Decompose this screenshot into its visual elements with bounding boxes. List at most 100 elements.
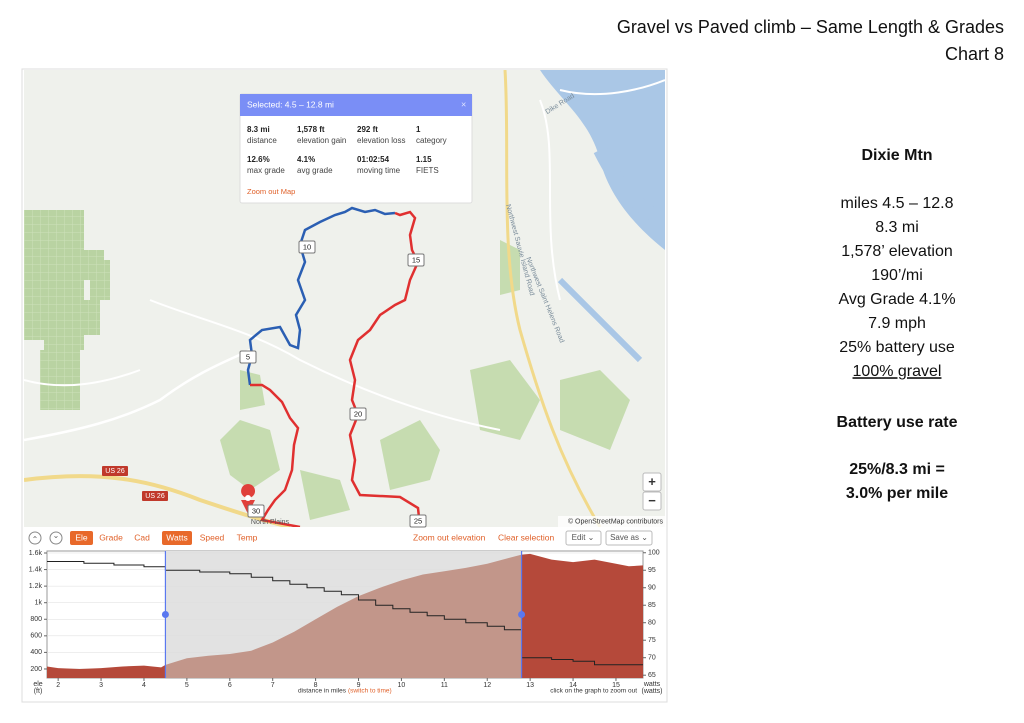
panel-line: 190’/mi	[871, 267, 923, 284]
tab[interactable]: Temp	[237, 532, 258, 542]
stat-label: category	[416, 136, 447, 145]
x-tick-label: 15	[612, 682, 620, 689]
tab[interactable]: Ele	[75, 532, 88, 542]
panel-heading: Dixie Mtn	[861, 147, 932, 164]
y2-tick-label: 65	[648, 672, 656, 679]
summary-panel: Dixie Mtn miles 4.5 – 12.8 8.3 mi 1,578’ el…	[837, 147, 958, 502]
stat-value: 1.15	[416, 155, 432, 164]
x-label: distance in miles	[298, 688, 347, 695]
stat-label: elevation loss	[357, 136, 405, 145]
x-tick-label: 11	[441, 682, 448, 689]
mile-marker: 5	[246, 352, 250, 361]
elevation-chart[interactable]: 2004006008001k1.2k1.4k1.6k65707580859095…	[29, 550, 663, 695]
panel-line: 100% gravel	[853, 363, 942, 380]
panel-line: 25% battery use	[839, 339, 955, 356]
x-tick-label: 13	[526, 682, 534, 689]
road-label: North Plains	[251, 519, 290, 526]
x-label-link[interactable]: (switch to time)	[348, 688, 392, 695]
panel-line: Avg Grade 4.1%	[838, 291, 955, 308]
x-tick-label: 9	[357, 682, 361, 689]
tab[interactable]: Watts	[166, 532, 187, 542]
down-icon: ⌄	[53, 531, 60, 540]
y-unit: (ft)	[34, 688, 43, 695]
x-tick-label: 10	[398, 682, 406, 689]
stat-value: 1	[416, 125, 421, 134]
panel-line: 8.3 mi	[875, 219, 919, 236]
y-tick-label: 1.4k	[29, 566, 43, 573]
x-tick-label: 7	[271, 682, 275, 689]
edit-label: Edit ⌄	[572, 533, 595, 542]
x-tick-label: 14	[569, 682, 577, 689]
stat-value: 292 ft	[357, 125, 378, 134]
mile-marker-box	[247, 504, 265, 518]
zoom-button[interactable]	[642, 491, 662, 511]
tab[interactable]: Cad	[134, 532, 150, 542]
panel-line: 1,578’ elevation	[841, 243, 953, 260]
stat-value: 12.6%	[247, 155, 270, 164]
stat-label: max grade	[247, 166, 285, 175]
attribution-bg	[558, 516, 665, 527]
zoom-label: +	[648, 474, 656, 489]
stat-value: 01:02:54	[357, 155, 390, 164]
popup-close[interactable]: ×	[461, 99, 466, 109]
y-tick-label: 400	[30, 649, 42, 656]
rate-line: 25%/8.3 mi =	[849, 461, 945, 478]
selection-handle[interactable]	[161, 611, 169, 618]
zoom-label: −	[648, 493, 656, 508]
y-tick-label: 1k	[35, 600, 43, 607]
tab[interactable]: Grade	[99, 532, 123, 542]
up-icon: ⌃	[32, 535, 39, 544]
save-button[interactable]	[605, 530, 653, 546]
mile-marker: 25	[414, 516, 422, 525]
road-label: US 26	[145, 493, 165, 500]
y2-tick-label: 75	[648, 637, 656, 644]
collapse-button[interactable]	[28, 531, 42, 545]
y2-label: watts	[643, 681, 661, 688]
y2-tick-label: 70	[648, 655, 656, 662]
rate-line: 3.0% per mile	[846, 485, 948, 502]
zoom-button[interactable]	[642, 472, 662, 492]
mile-marker-box	[409, 514, 427, 528]
attribution: © OpenStreetMap contributors	[568, 517, 664, 525]
y-tick-label: 800	[30, 616, 42, 623]
stat-value: 1,578 ft	[297, 125, 325, 134]
mile-marker: 15	[412, 255, 420, 264]
clear-selection[interactable]: Clear selection	[498, 532, 554, 542]
rate-heading: Battery use rate	[837, 414, 958, 431]
zoom-out-elevation[interactable]: Zoom out elevation	[413, 532, 486, 542]
panel-line: 7.9 mph	[868, 315, 926, 332]
y2-tick-label: 85	[648, 602, 656, 609]
chart-note: click on the graph to zoom out	[550, 688, 637, 695]
mile-marker: 30	[252, 506, 260, 515]
y2-tick-label: 80	[648, 620, 656, 627]
road-shield	[102, 466, 128, 476]
y2-tick-label: 100	[648, 550, 660, 557]
popup-link[interactable]: Zoom out Map	[247, 187, 295, 196]
road-shield	[142, 491, 168, 501]
slide-title: Gravel vs Paved climb – Same Length & Gr…	[617, 17, 1004, 37]
y-label: ele	[33, 681, 42, 688]
y2-unit: (watts)	[642, 688, 663, 695]
x-tick-label: 3	[99, 682, 103, 689]
selection-handle[interactable]	[518, 611, 526, 618]
popup-title: Selected: 4.5 – 12.8 mi	[247, 99, 334, 109]
stat-label: distance	[247, 136, 277, 145]
road-label: US 26	[105, 468, 125, 475]
edit-button[interactable]	[565, 530, 602, 546]
slide-subtitle: Chart 8	[945, 44, 1004, 64]
expand-button[interactable]	[49, 531, 63, 545]
mile-marker-box	[298, 240, 316, 254]
mile-marker: 10	[303, 242, 311, 251]
tab[interactable]: Speed	[200, 532, 225, 542]
save-label: Save as ⌄	[610, 533, 648, 542]
y-tick-label: 200	[30, 666, 42, 673]
x-tick-label: 12	[483, 682, 491, 689]
mile-marker-box	[239, 350, 257, 364]
x-tick-label: 4	[142, 682, 146, 689]
x-tick-label: 5	[185, 682, 189, 689]
stat-value: 8.3 mi	[247, 125, 270, 134]
x-tick-label: 6	[228, 682, 232, 689]
mile-marker-box	[407, 253, 425, 267]
x-tick-label: 2	[56, 682, 60, 689]
